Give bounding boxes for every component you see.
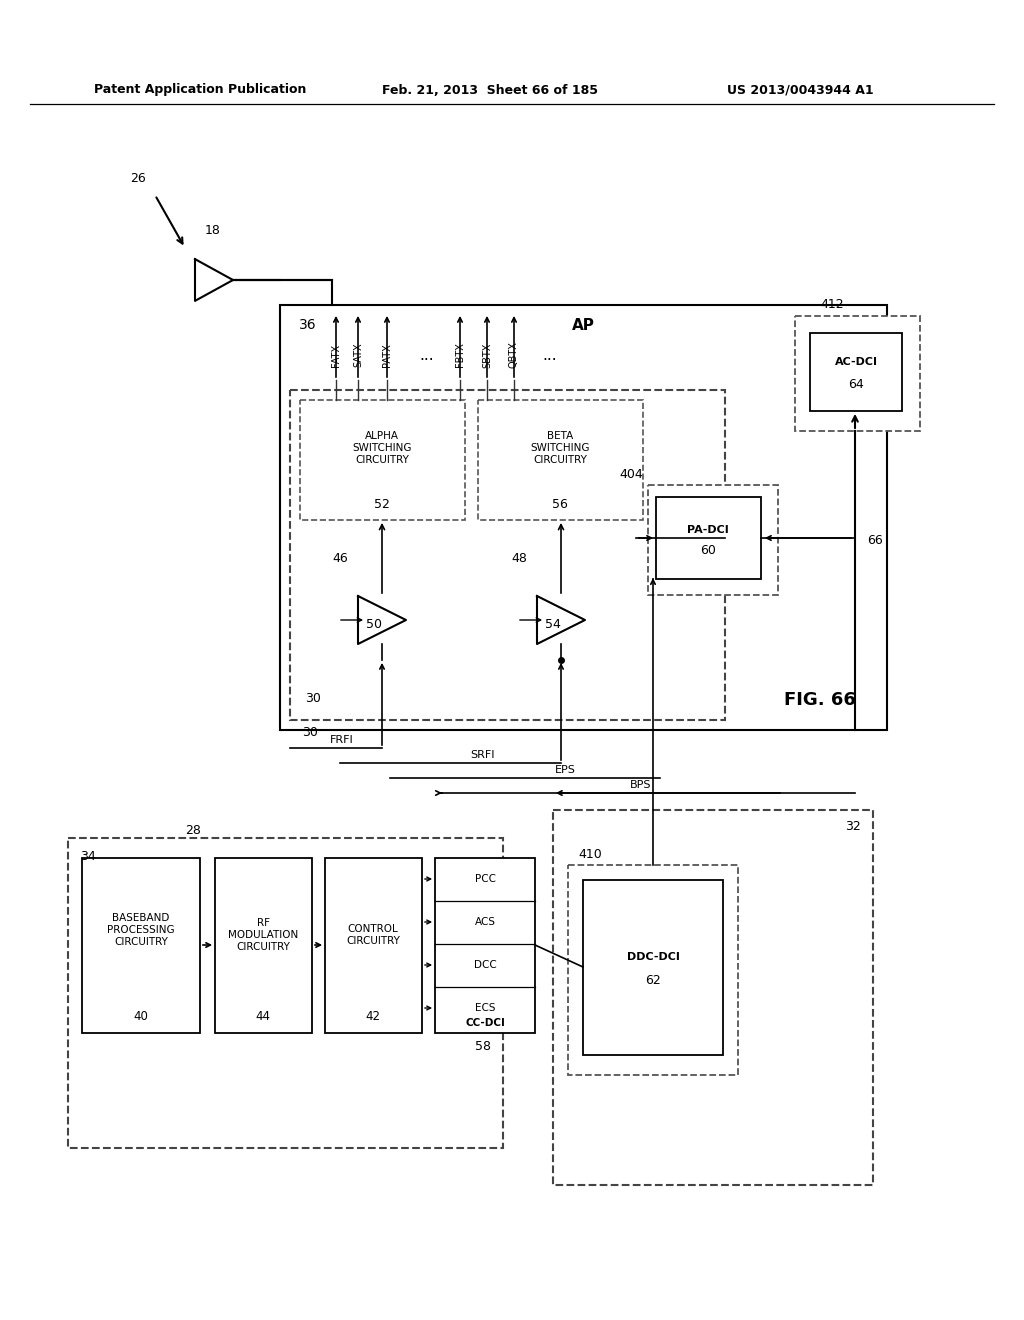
Text: FATX: FATX xyxy=(331,343,341,367)
Bar xyxy=(300,400,465,520)
Bar xyxy=(553,810,873,1185)
Text: 40: 40 xyxy=(133,1011,148,1023)
Text: 410: 410 xyxy=(578,849,602,862)
Text: 30: 30 xyxy=(302,726,317,738)
Text: 412: 412 xyxy=(820,297,844,310)
Text: SBTX: SBTX xyxy=(482,342,492,368)
Text: 404: 404 xyxy=(620,469,643,482)
Text: 58: 58 xyxy=(475,1040,490,1053)
Text: 50: 50 xyxy=(366,618,382,631)
Text: 30: 30 xyxy=(305,692,321,705)
Bar xyxy=(280,305,887,730)
Text: Patent Application Publication: Patent Application Publication xyxy=(94,83,306,96)
Text: 42: 42 xyxy=(366,1011,381,1023)
Bar xyxy=(648,484,778,595)
Text: FIG. 66: FIG. 66 xyxy=(784,690,856,709)
Text: 34: 34 xyxy=(80,850,96,863)
Text: 54: 54 xyxy=(545,618,561,631)
Text: PCC: PCC xyxy=(474,874,496,884)
Text: 46: 46 xyxy=(332,552,348,565)
Polygon shape xyxy=(358,597,406,644)
Text: 56: 56 xyxy=(552,498,568,511)
Text: 62: 62 xyxy=(645,974,660,987)
Text: ...: ... xyxy=(543,347,557,363)
Bar xyxy=(568,865,738,1074)
Text: 18: 18 xyxy=(205,223,221,236)
Bar xyxy=(810,333,902,411)
Text: PATX: PATX xyxy=(382,343,392,367)
Text: FBTX: FBTX xyxy=(455,343,465,367)
Text: DDC-DCI: DDC-DCI xyxy=(627,952,680,962)
Text: 36: 36 xyxy=(299,318,316,333)
Text: 52: 52 xyxy=(374,498,390,511)
Text: Feb. 21, 2013  Sheet 66 of 185: Feb. 21, 2013 Sheet 66 of 185 xyxy=(382,83,598,96)
Text: FRFI: FRFI xyxy=(330,735,353,744)
Text: AP: AP xyxy=(571,318,595,333)
Text: SRFI: SRFI xyxy=(470,750,495,760)
Text: 28: 28 xyxy=(185,824,201,837)
Text: DCC: DCC xyxy=(474,960,497,970)
Text: 48: 48 xyxy=(511,552,527,565)
Text: 26: 26 xyxy=(130,172,145,185)
Bar xyxy=(478,400,643,520)
Bar xyxy=(435,858,535,1034)
Text: QBTX: QBTX xyxy=(509,342,519,368)
Text: CC-DCI: CC-DCI xyxy=(465,1018,505,1028)
Text: BPS: BPS xyxy=(630,780,651,789)
Text: ALPHA
SWITCHING
CIRCUITRY: ALPHA SWITCHING CIRCUITRY xyxy=(352,432,412,465)
Text: ...: ... xyxy=(420,347,434,363)
Text: EPS: EPS xyxy=(555,766,575,775)
Text: AC-DCI: AC-DCI xyxy=(835,356,878,367)
Text: 60: 60 xyxy=(700,544,716,557)
Text: US 2013/0043944 A1: US 2013/0043944 A1 xyxy=(727,83,873,96)
Bar xyxy=(325,858,422,1034)
Text: ECS: ECS xyxy=(475,1003,496,1012)
Text: ACS: ACS xyxy=(474,917,496,927)
Bar xyxy=(215,858,312,1034)
Text: 32: 32 xyxy=(845,820,861,833)
Bar xyxy=(290,389,725,719)
Text: BASEBAND
PROCESSING
CIRCUITRY: BASEBAND PROCESSING CIRCUITRY xyxy=(108,913,175,946)
Bar xyxy=(82,858,200,1034)
Text: 66: 66 xyxy=(867,533,883,546)
Bar xyxy=(68,838,503,1148)
Text: CONTROL
CIRCUITRY: CONTROL CIRCUITRY xyxy=(346,924,400,946)
Text: SATX: SATX xyxy=(353,343,362,367)
Text: 64: 64 xyxy=(848,378,864,391)
Bar xyxy=(656,498,761,579)
Text: RF
MODULATION
CIRCUITRY: RF MODULATION CIRCUITRY xyxy=(228,919,298,952)
Text: PA-DCI: PA-DCI xyxy=(687,525,729,535)
Bar xyxy=(795,315,920,432)
Text: BETA
SWITCHING
CIRCUITRY: BETA SWITCHING CIRCUITRY xyxy=(530,432,590,465)
Polygon shape xyxy=(537,597,585,644)
Bar xyxy=(583,880,723,1055)
Polygon shape xyxy=(195,259,233,301)
Text: 44: 44 xyxy=(256,1011,270,1023)
